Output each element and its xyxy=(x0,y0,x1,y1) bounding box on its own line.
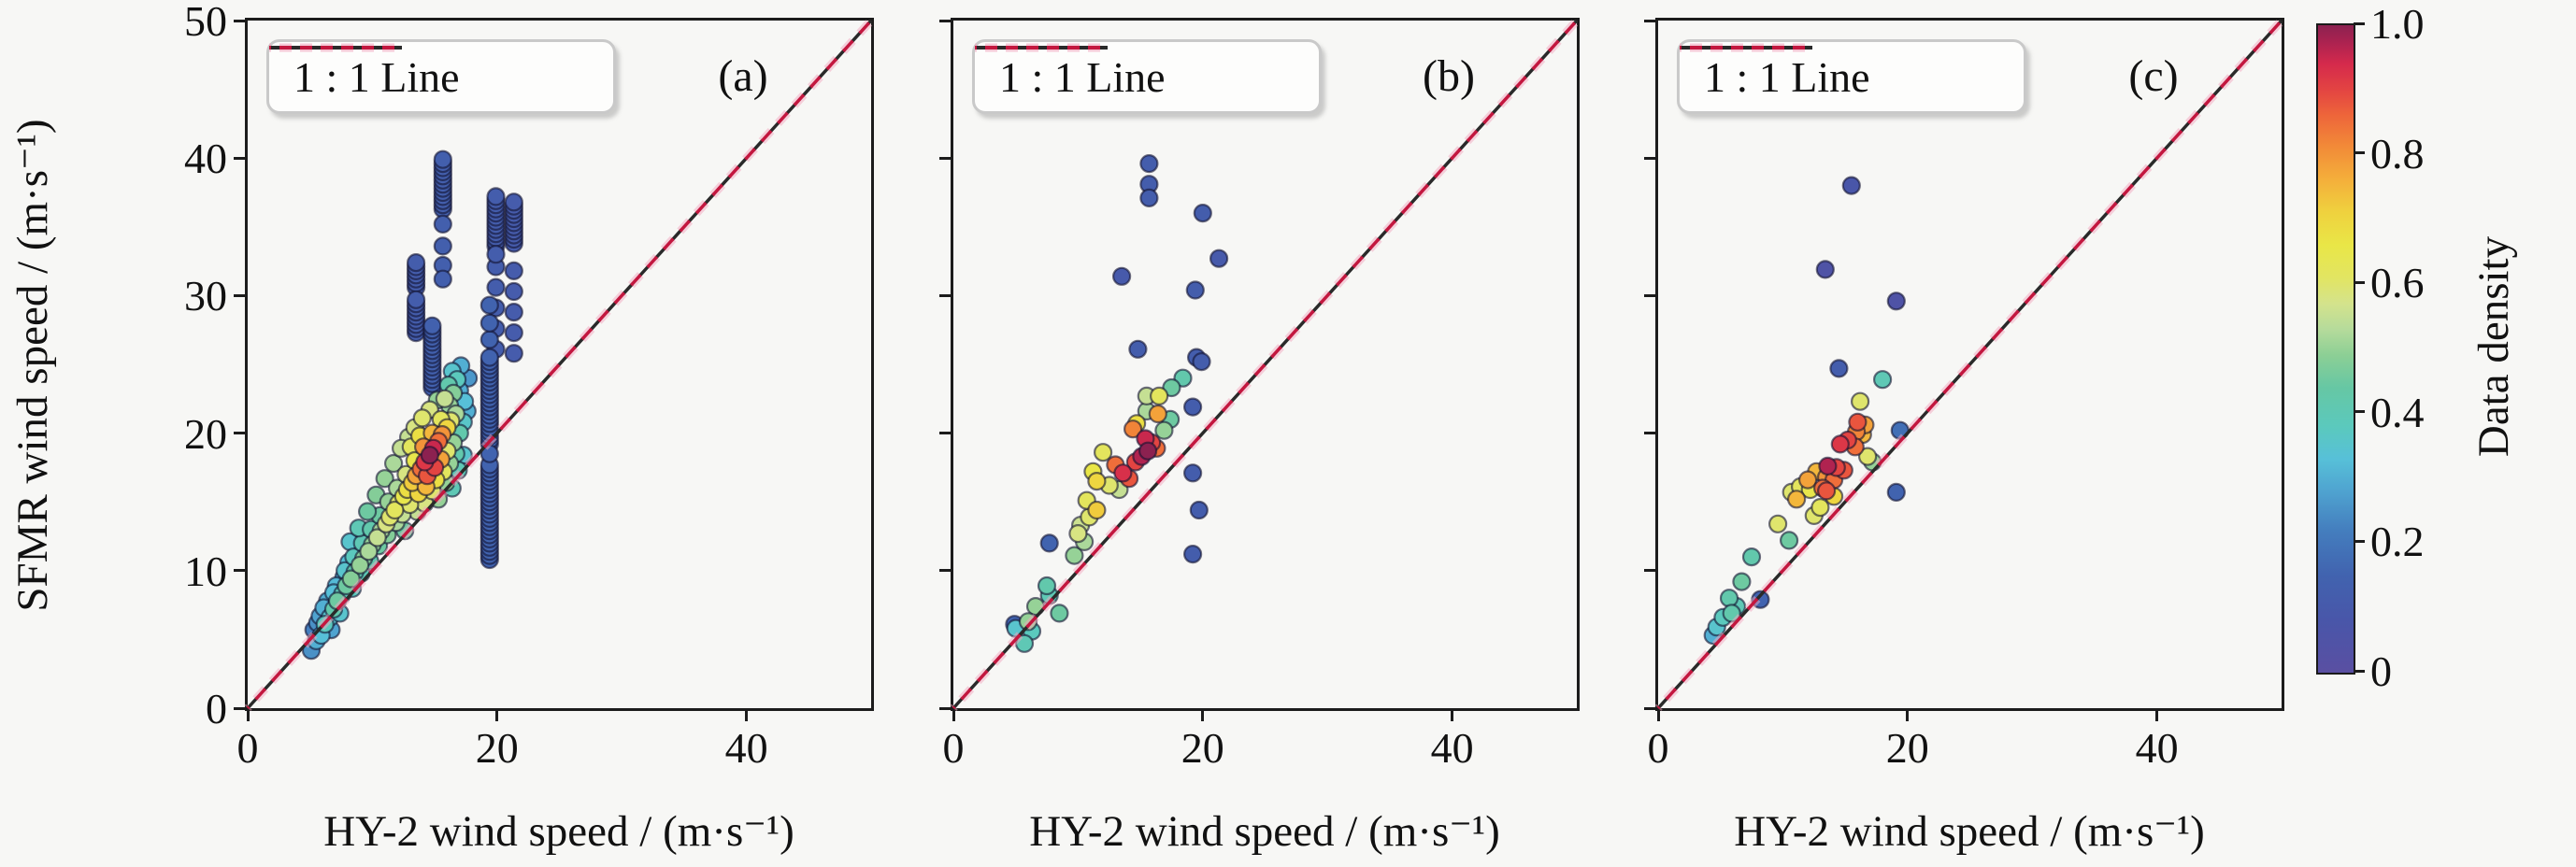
one-to-one-line xyxy=(1654,17,2285,712)
colorbar-tick-label: 0.2 xyxy=(2370,518,2425,566)
x-tick-label: 0 xyxy=(1647,724,1669,772)
dashed-line-sample-icon xyxy=(975,43,1108,52)
colorbar-tick-label: 0.8 xyxy=(2370,129,2425,178)
x-tick-label: 40 xyxy=(1430,724,1474,772)
scatter-points xyxy=(301,149,523,661)
x-axis-label-c: HY-2 wind speed / (m·s⁻¹) xyxy=(1734,807,2205,856)
x-tick-label: 20 xyxy=(1181,724,1224,772)
panel-c-axes: 1 : 1 Line (c) xyxy=(1654,17,2285,712)
colorbar-tick-mark xyxy=(2354,151,2365,155)
x-tick-mark xyxy=(952,710,955,721)
x-tick-mark xyxy=(2155,710,2159,721)
colorbar-tick-label: 0.4 xyxy=(2370,388,2425,436)
y-tick-mark xyxy=(234,156,245,160)
x-tick-label: 40 xyxy=(2135,724,2179,772)
y-tick-mark xyxy=(1644,706,1655,710)
y-tick-mark xyxy=(234,293,245,297)
dashed-line-sample-icon xyxy=(1680,43,1812,52)
x-tick-mark xyxy=(1201,710,1205,721)
y-tick-mark xyxy=(939,293,951,297)
y-tick-mark xyxy=(939,706,951,710)
x-tick-label: 0 xyxy=(942,724,965,772)
colorbar-tick-label: 0 xyxy=(2370,647,2392,695)
y-tick-label: 10 xyxy=(184,547,227,595)
colorbar-tick-label: 0.6 xyxy=(2370,259,2425,307)
x-tick-mark xyxy=(495,710,499,721)
colorbar-tick-mark xyxy=(2354,280,2365,284)
x-axis-label-a: HY-2 wind speed / (m·s⁻¹) xyxy=(323,807,794,856)
x-tick-label: 20 xyxy=(1885,724,1929,772)
y-tick-label: 30 xyxy=(184,272,227,320)
panel-tag-a: (a) xyxy=(718,51,768,101)
one-to-one-line xyxy=(950,17,1581,712)
x-tick-mark xyxy=(1656,710,1660,721)
dashed-line-sample-icon xyxy=(269,43,402,52)
panel-a-plot-area xyxy=(244,17,875,712)
scatter-points xyxy=(1703,176,1910,646)
y-axis-label: SFMR wind speed / (m·s⁻¹) xyxy=(8,119,57,612)
panel-a-axes: 1 : 1 Line (a) xyxy=(244,17,875,712)
x-tick-mark xyxy=(745,710,749,721)
x-tick-label: 0 xyxy=(236,724,259,772)
y-tick-mark xyxy=(234,569,245,573)
legend-box-a: 1 : 1 Line xyxy=(266,39,616,114)
y-tick-mark xyxy=(1644,432,1655,435)
scatter-points xyxy=(1005,154,1229,653)
colorbar-tick-mark xyxy=(2354,669,2365,673)
colorbar-tick-mark xyxy=(2354,21,2365,25)
y-tick-mark xyxy=(234,432,245,435)
y-tick-label: 40 xyxy=(184,135,227,183)
y-tick-mark xyxy=(939,569,951,573)
y-tick-label: 0 xyxy=(206,685,227,732)
panel-b-plot-area xyxy=(950,17,1581,712)
y-tick-mark xyxy=(1644,293,1655,297)
x-axis-label-b: HY-2 wind speed / (m·s⁻¹) xyxy=(1029,807,1500,856)
x-tick-label: 40 xyxy=(724,724,768,772)
y-tick-mark xyxy=(1644,19,1655,22)
legend-box-c: 1 : 1 Line xyxy=(1677,39,2026,114)
x-tick-mark xyxy=(1906,710,1910,721)
y-tick-mark xyxy=(234,706,245,710)
y-tick-mark xyxy=(234,19,245,22)
colorbar xyxy=(2316,23,2355,675)
legend-label: 1 : 1 Line xyxy=(999,52,1166,101)
x-tick-mark xyxy=(246,710,250,721)
x-tick-label: 20 xyxy=(475,724,519,772)
y-tick-mark xyxy=(939,156,951,160)
legend-label: 1 : 1 Line xyxy=(293,52,460,101)
panel-c-plot-area xyxy=(1654,17,2285,712)
y-tick-mark xyxy=(1644,569,1655,573)
panel-tag-b: (b) xyxy=(1423,51,1475,101)
colorbar-tick-label: 1.0 xyxy=(2370,0,2425,48)
legend-box-b: 1 : 1 Line xyxy=(972,39,1322,114)
legend-label: 1 : 1 Line xyxy=(1704,52,1870,101)
panel-b-axes: 1 : 1 Line (b) xyxy=(950,17,1581,712)
one-to-one-line xyxy=(244,17,875,712)
colorbar-tick-mark xyxy=(2354,539,2365,543)
y-tick-mark xyxy=(939,19,951,22)
panel-tag-c: (c) xyxy=(2128,51,2179,101)
colorbar-tick-mark xyxy=(2354,410,2365,414)
y-tick-mark xyxy=(1644,156,1655,160)
x-tick-mark xyxy=(1451,710,1454,721)
y-tick-label: 20 xyxy=(184,409,227,458)
y-tick-label: 50 xyxy=(184,0,227,45)
y-tick-mark xyxy=(939,432,951,435)
